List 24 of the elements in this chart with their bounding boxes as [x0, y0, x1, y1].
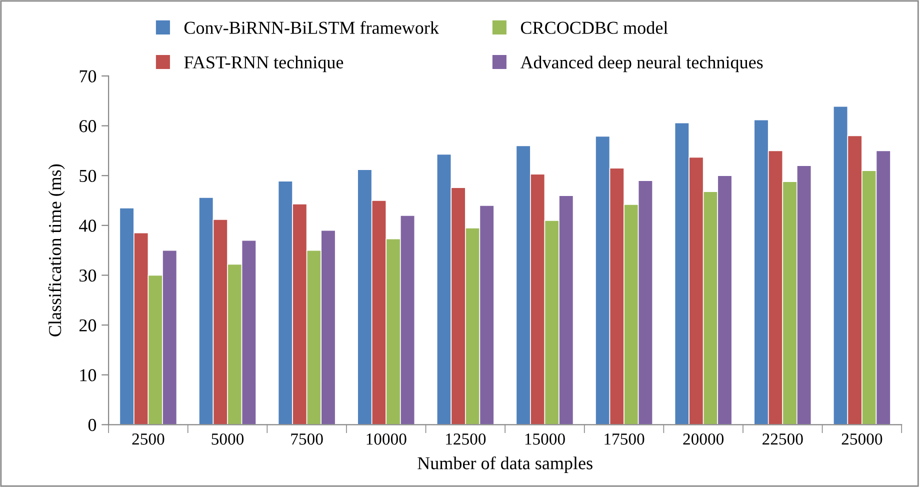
x-axis-title: Number of data samples — [418, 456, 592, 474]
x-tick-label: 25000 — [842, 433, 882, 445]
y-tick-label: 20 — [79, 319, 96, 332]
legend-label: FAST-RNN technique — [184, 56, 344, 72]
legend-label: CRCOCDBC model — [520, 21, 668, 34]
x-tick-label: 17500 — [604, 433, 644, 445]
legend-label: Advanced deep neural techniques — [520, 56, 763, 72]
x-tick-label: 7500 — [291, 433, 323, 445]
y-tick-label: 60 — [79, 120, 96, 132]
legend-label: Conv-BiRNN-BiLSTM framework — [184, 21, 439, 34]
x-tick-label: 5000 — [212, 433, 244, 445]
x-tick-label: 22500 — [762, 433, 803, 445]
y-tick-label: 10 — [80, 369, 96, 382]
x-tick-label: 12500 — [446, 433, 486, 445]
x-tick-label: 20000 — [683, 433, 724, 445]
y-tick-label: 30 — [80, 269, 96, 282]
x-tick-label: 2500 — [132, 433, 164, 445]
x-tick-label: 10000 — [366, 433, 406, 445]
y-axis-title: Classification time (ms) — [48, 164, 65, 336]
x-tick-label: 15000 — [525, 433, 565, 445]
y-tick-label: 40 — [79, 220, 96, 232]
y-tick-label: 50 — [80, 170, 96, 182]
y-tick-label: 70 — [80, 70, 96, 82]
y-tick-label: 0 — [88, 418, 96, 432]
